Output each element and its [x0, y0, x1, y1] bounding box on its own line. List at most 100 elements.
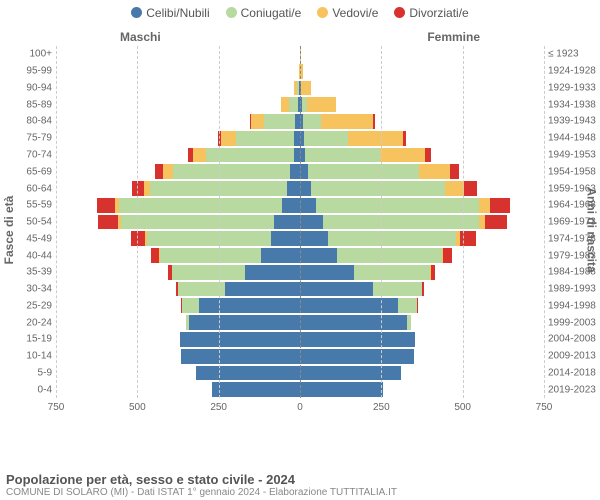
bar-segment-male [168, 265, 171, 280]
age-label: 90-94 [4, 82, 52, 93]
birth-year-label: 1964-1968 [548, 200, 600, 211]
footer-title: Popolazione per età, sesso e stato civil… [6, 472, 594, 487]
bar-segment-male [290, 164, 300, 179]
bar-segment-male [163, 164, 173, 179]
bar-segment-female [300, 265, 354, 280]
grid-line [463, 46, 464, 398]
center-line [300, 46, 301, 398]
age-label: 70-74 [4, 149, 52, 160]
bar-segment-male [250, 114, 252, 129]
bar-segment-male [118, 215, 121, 230]
legend-swatch [317, 7, 328, 18]
age-label: 20-24 [4, 317, 52, 328]
bar-segment-male [261, 248, 300, 263]
bar-segment-male [236, 131, 295, 146]
birth-year-label: 1949-1953 [548, 149, 600, 160]
age-label: 55-59 [4, 200, 52, 211]
birth-year-label: 1994-1998 [548, 300, 600, 311]
x-axis-labels: 7505002500250500750 [56, 402, 544, 424]
age-label: 45-49 [4, 233, 52, 244]
bar-segment-male [121, 215, 274, 230]
bar-segment-female [300, 349, 414, 364]
age-label: 10-14 [4, 351, 52, 362]
x-tick-label: 500 [129, 402, 146, 413]
bar-segment-male [147, 231, 271, 246]
age-label: 80-84 [4, 116, 52, 127]
bar-segment-female [417, 298, 418, 313]
bar-segment-female [450, 164, 460, 179]
bar-segment-male [155, 164, 163, 179]
bar-segment-male [180, 332, 300, 347]
bar-segment-male [297, 81, 299, 96]
birth-year-label: 2009-2013 [548, 351, 600, 362]
bar-segment-male [282, 198, 300, 213]
bar-segment-female [301, 81, 311, 96]
bar-segment-male [144, 181, 151, 196]
bar-segment-female [300, 215, 323, 230]
age-label: 95-99 [4, 66, 52, 77]
bar-segment-female [316, 198, 479, 213]
bar-segment-female [300, 382, 383, 397]
bar-segment-female [479, 215, 486, 230]
bar-segment-female [328, 231, 457, 246]
bar-segment-female [300, 366, 401, 381]
bar-segment-male [196, 366, 300, 381]
bar-segment-male [181, 349, 300, 364]
bar-segment-female [479, 198, 490, 213]
bar-segment-female [398, 298, 418, 313]
age-label: 60-64 [4, 183, 52, 194]
birth-year-label: 1984-1988 [548, 267, 600, 278]
x-tick-label: 250 [210, 402, 227, 413]
grid-line [137, 46, 138, 398]
bar-segment-female [300, 332, 415, 347]
legend-item: Coniugati/e [226, 6, 302, 20]
birth-year-label: 1944-1948 [548, 133, 600, 144]
bar-segment-male [181, 298, 199, 313]
bar-segment-male [264, 114, 295, 129]
header-male: Maschi [120, 30, 161, 44]
age-label: 25-29 [4, 300, 52, 311]
birth-year-label: 1959-1963 [548, 183, 600, 194]
bar-segment-male [98, 215, 118, 230]
bar-segment-female [308, 164, 419, 179]
chart-footer: Popolazione per età, sesso e stato civil… [6, 472, 594, 498]
legend-label: Divorziati/e [409, 6, 468, 20]
legend-item: Vedovi/e [317, 6, 378, 20]
birth-year-label: 1939-1943 [548, 116, 600, 127]
grid-line [381, 46, 382, 398]
birth-year-label: 1999-2003 [548, 317, 600, 328]
bar-segment-male [176, 282, 178, 297]
bar-segment-female [380, 148, 426, 163]
bar-segment-female [490, 198, 510, 213]
bar-segment-male [189, 315, 300, 330]
bar-segment-female [311, 181, 444, 196]
chart-container: Celibi/Nubili Coniugati/e Vedovi/e Divorzia… [0, 0, 600, 500]
bar-segment-female [431, 265, 435, 280]
age-label: 15-19 [4, 334, 52, 345]
legend-label: Vedovi/e [332, 6, 378, 20]
bar-segment-female [403, 131, 406, 146]
legend-label: Celibi/Nubili [146, 6, 209, 20]
bar-segment-female [425, 148, 431, 163]
bar-segment-female [300, 181, 311, 196]
bar-segment-female [300, 198, 316, 213]
bar-segment-female [300, 164, 308, 179]
bar-segment-male [188, 148, 193, 163]
bar-segment-male [160, 248, 261, 263]
age-label: 40-44 [4, 250, 52, 261]
bar-segment-male [97, 198, 115, 213]
bar-segment-male [294, 81, 297, 96]
birth-year-label: 1989-1993 [548, 284, 600, 295]
bar-segment-female [323, 215, 479, 230]
bar-segment-female [464, 181, 477, 196]
birth-year-label: 1929-1933 [548, 82, 600, 93]
bar-segment-male [181, 298, 182, 313]
bar-segment-male [287, 181, 300, 196]
bar-segment-male [193, 148, 206, 163]
bar-segment-male [172, 265, 245, 280]
bar-segment-female [422, 282, 424, 297]
birth-year-label: 2019-2023 [548, 384, 600, 395]
bar-segment-male [151, 248, 159, 263]
bar-segment-male [274, 215, 300, 230]
birth-year-label: 2004-2008 [548, 334, 600, 345]
